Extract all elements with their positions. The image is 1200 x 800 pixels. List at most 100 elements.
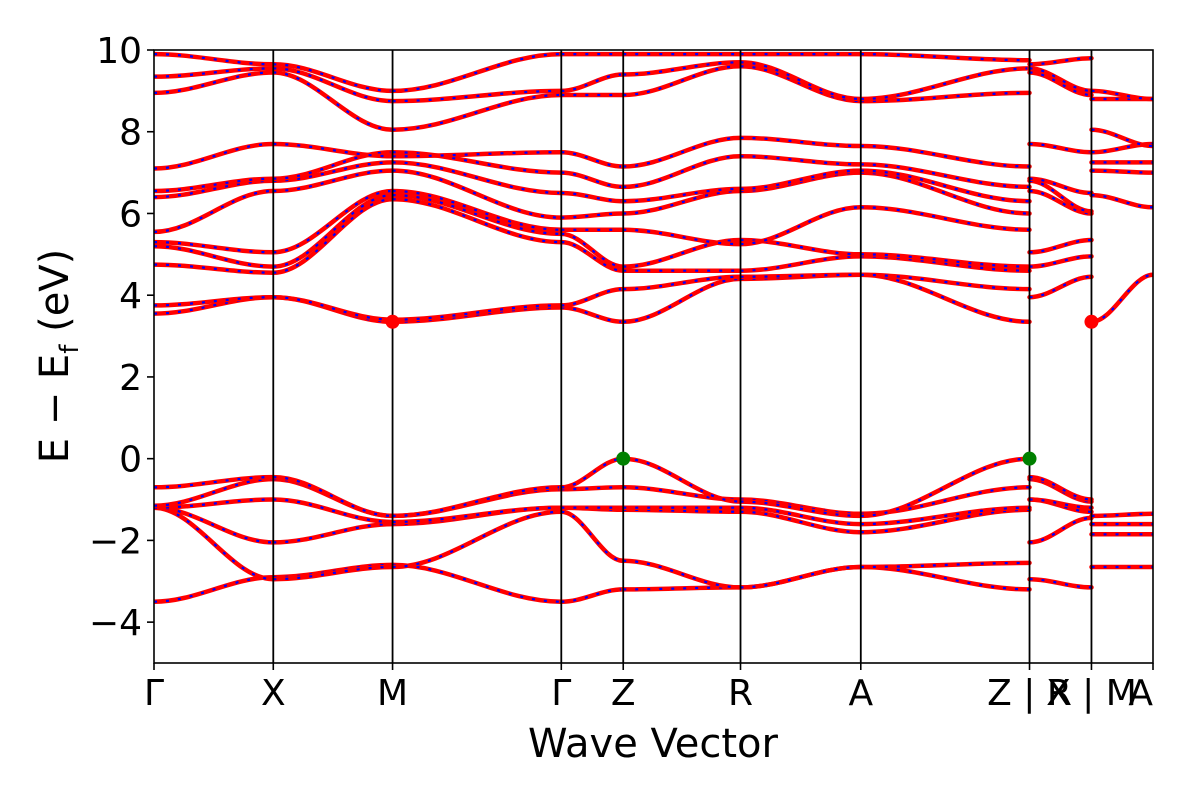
- band-line-dashed: [273, 63, 393, 92]
- band-line-dashed: [740, 510, 861, 534]
- band-line: [1027, 254, 1094, 269]
- band-line: [271, 160, 395, 184]
- band-line-solid: [1089, 272, 1153, 325]
- band-line-dashed: [623, 486, 741, 501]
- band-line-dashed: [623, 559, 741, 589]
- band-line: [390, 505, 564, 525]
- band-line-dashed: [623, 65, 741, 97]
- band-line-dashed: [860, 91, 1030, 103]
- band-line: [1027, 237, 1094, 255]
- band-line: [858, 205, 1032, 233]
- band-line: [390, 88, 564, 104]
- band-line-dashed: [273, 189, 393, 254]
- band-line: [858, 162, 1032, 190]
- band-line-solid: [559, 286, 626, 308]
- band-line: [858, 272, 1032, 292]
- band-line: [154, 66, 276, 79]
- y-tick-label: 6: [119, 194, 142, 235]
- band-line: [1089, 272, 1153, 325]
- band-line-solid: [1027, 141, 1094, 155]
- band-line-dashed: [860, 273, 1030, 291]
- band-line: [271, 141, 395, 159]
- band-line: [620, 154, 743, 190]
- band-line: [858, 456, 1032, 519]
- band-line-solid: [154, 505, 276, 582]
- band-line-dashed: [740, 500, 861, 517]
- y-axis-title-main: E − E: [32, 354, 78, 464]
- band-line: [738, 505, 864, 527]
- bands-layer: [154, 51, 1153, 604]
- band-line: [390, 485, 564, 519]
- band-line: [738, 499, 864, 519]
- band-line: [1089, 88, 1153, 102]
- band-line: [559, 72, 626, 94]
- band-line-dashed: [623, 61, 741, 76]
- band-line-solid: [1027, 254, 1094, 269]
- band-line-solid: [1027, 66, 1094, 94]
- band-line: [271, 70, 395, 132]
- band-line-solid: [559, 485, 626, 492]
- band-line-solid: [559, 305, 626, 325]
- band-line: [559, 211, 626, 220]
- band-line-solid: [1027, 178, 1094, 214]
- band-line-dashed: [860, 508, 1030, 534]
- band-line-dashed: [273, 161, 393, 182]
- band-line: [738, 154, 864, 167]
- band-line: [271, 294, 395, 322]
- band-line-solid: [1089, 192, 1153, 210]
- band-line-dashed: [860, 486, 1030, 515]
- band-line-dashed: [392, 151, 562, 174]
- band-line-dashed: [561, 510, 624, 562]
- y-axis-title-sub: f: [55, 344, 85, 354]
- band-line: [390, 303, 564, 322]
- band-line: [390, 149, 564, 175]
- band-line-solid: [1027, 497, 1094, 510]
- band-line: [271, 497, 395, 525]
- band-line: [390, 509, 564, 570]
- band-line: [271, 521, 395, 545]
- x-tick-label: A: [848, 673, 873, 714]
- band-line: [559, 485, 626, 492]
- band-line-solid: [559, 149, 626, 169]
- band-line-dashed: [273, 142, 393, 158]
- band-line-dashed: [740, 506, 861, 526]
- band-line-dashed: [154, 476, 274, 489]
- cbm-marker: [1084, 314, 1099, 329]
- band-line: [559, 509, 626, 564]
- y-tick-label: 10: [96, 31, 142, 72]
- band-line-solid: [154, 51, 276, 67]
- band-line: [1027, 576, 1094, 590]
- band-line: [390, 92, 564, 132]
- band-line: [390, 160, 564, 196]
- band-line-dashed: [154, 67, 274, 78]
- band-line: [858, 507, 1032, 535]
- band-line-dashed: [740, 206, 861, 246]
- band-line: [858, 90, 1032, 104]
- band-line-dashed: [860, 561, 1030, 569]
- band-line-dashed: [860, 53, 1030, 62]
- band-line-solid: [1089, 127, 1153, 149]
- band-line: [154, 476, 276, 508]
- band-line: [271, 192, 395, 269]
- band-line-dashed: [740, 136, 861, 148]
- band-line-solid: [1027, 274, 1094, 300]
- band-line: [559, 456, 626, 490]
- band-line-dashed: [860, 255, 1030, 272]
- band-line: [154, 294, 276, 308]
- band-line-dashed: [1091, 273, 1153, 323]
- band-line: [1027, 515, 1094, 545]
- band-line-dashed: [154, 53, 274, 66]
- band-line-solid: [620, 276, 743, 325]
- band-line: [271, 66, 395, 104]
- y-tick-label: 0: [119, 440, 142, 481]
- band-line-dashed: [154, 179, 274, 199]
- band-line: [1027, 55, 1094, 67]
- band-line: [154, 505, 276, 582]
- band-line-dashed: [860, 163, 1030, 188]
- band-line: [271, 188, 395, 255]
- band-line-solid: [1089, 88, 1153, 102]
- band-line: [1027, 497, 1094, 510]
- band-line: [271, 62, 395, 94]
- band-line: [271, 474, 395, 519]
